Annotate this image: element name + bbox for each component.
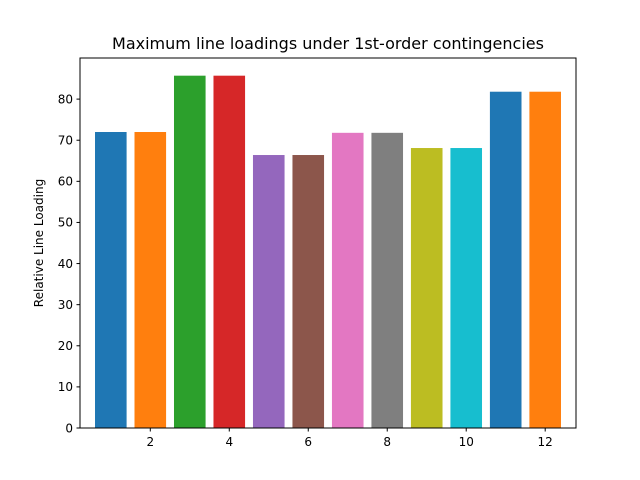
x-tick-label: 2 [146, 435, 154, 449]
bar-5 [252, 155, 285, 428]
bar-11 [489, 91, 522, 429]
plot-frame [79, 57, 577, 429]
x-axis-ticks: 2 4 6 8 10 12 [146, 428, 553, 449]
bar-2 [134, 132, 167, 428]
bar-7 [331, 132, 364, 428]
bars-group [95, 75, 561, 429]
y-tick-label: 10 [58, 380, 73, 394]
bar-6 [292, 155, 325, 428]
bar-1 [95, 132, 127, 428]
y-tick-label: 50 [58, 216, 73, 230]
bar-10 [450, 148, 483, 428]
bar-3 [173, 75, 206, 429]
x-tick-label: 6 [304, 435, 312, 449]
y-axis-ticks: 0 10 20 30 40 50 60 70 80 [58, 92, 80, 435]
bar-8 [371, 132, 404, 428]
y-tick-label: 30 [58, 298, 73, 312]
chart-title: Maximum line loadings under 1st-order co… [112, 34, 544, 53]
y-tick-label: 60 [58, 175, 73, 189]
x-tick-label: 4 [225, 435, 233, 449]
x-tick-label: 10 [459, 435, 474, 449]
y-tick-label: 70 [58, 134, 73, 148]
x-tick-label: 12 [538, 435, 553, 449]
y-tick-label: 80 [58, 92, 73, 106]
bar-9 [410, 148, 443, 428]
y-tick-label: 20 [58, 339, 73, 353]
x-tick-label: 8 [383, 435, 391, 449]
bar-4 [213, 75, 246, 429]
y-tick-label: 0 [65, 421, 73, 435]
y-tick-label: 40 [58, 257, 73, 271]
y-axis-label: Relative Line Loading [32, 179, 46, 307]
bar-12 [529, 91, 561, 429]
